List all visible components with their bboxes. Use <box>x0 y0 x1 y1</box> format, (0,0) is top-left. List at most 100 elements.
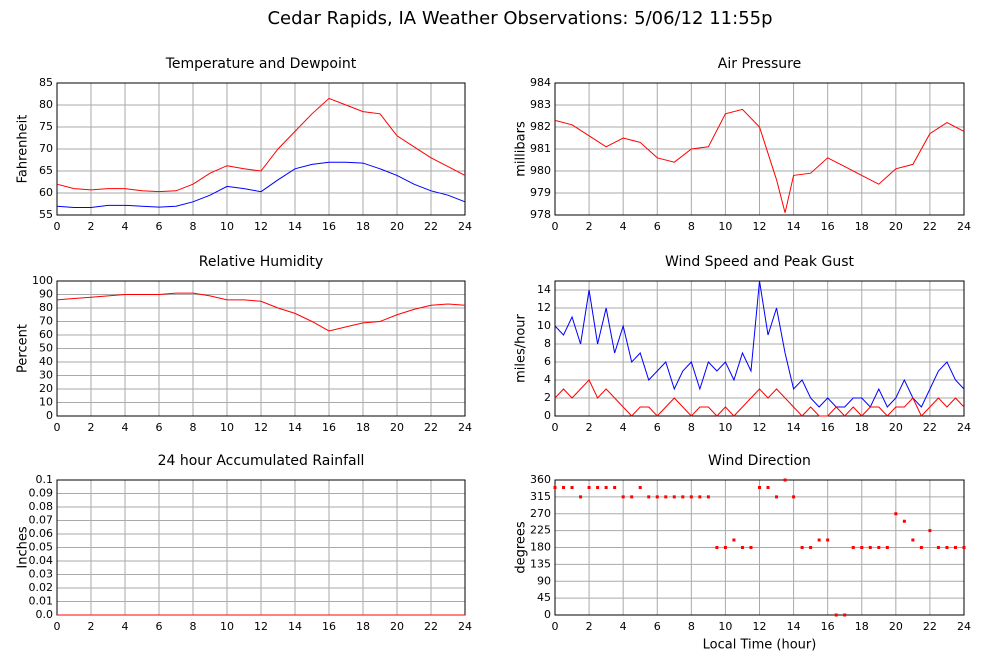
x-tick-label: 6 <box>156 220 163 233</box>
x-tick-label: 10 <box>220 421 234 434</box>
x-tick-label: 10 <box>718 620 732 633</box>
y-tick-label: 20 <box>39 382 53 395</box>
y-tick-label: 0.08 <box>29 500 54 513</box>
panel-title: Temperature and Dewpoint <box>165 56 357 72</box>
data-point <box>613 486 617 489</box>
data-point <box>758 486 761 489</box>
y-tick-label: 0.01 <box>29 595 54 608</box>
data-point <box>681 495 685 499</box>
x-tick-label: 6 <box>156 421 163 434</box>
data-line <box>554 379 965 417</box>
y-tick-label: 0.04 <box>29 554 54 567</box>
x-axis-label: Local Time (hour) <box>703 638 817 653</box>
data-line <box>56 161 466 209</box>
x-tick-label: 24 <box>458 220 472 233</box>
y-tick-label: 65 <box>39 164 53 177</box>
y-tick-label: 60 <box>39 186 53 199</box>
data-point <box>562 486 566 489</box>
y-tick-label: 981 <box>530 142 551 155</box>
x-tick-label: 18 <box>356 620 370 633</box>
x-tick-label: 18 <box>855 220 869 233</box>
plot-frame <box>56 82 466 216</box>
y-tick-label: 80 <box>39 98 53 111</box>
y-tick-label: 100 <box>32 274 53 287</box>
data-line <box>56 292 466 332</box>
data-point <box>749 546 753 549</box>
x-tick-label: 8 <box>190 421 197 434</box>
x-tick-label: 20 <box>390 620 404 633</box>
y-axis-label: Fahrenheit <box>16 115 31 184</box>
y-axis-label: Inches <box>16 526 31 568</box>
y-tick-label: 0.0 <box>36 608 54 621</box>
x-tick-label: 2 <box>586 421 593 434</box>
y-tick-label: 980 <box>530 164 551 177</box>
data-point <box>647 495 651 499</box>
x-tick-label: 20 <box>889 620 903 633</box>
x-tick-label: 18 <box>855 421 869 434</box>
x-tick-label: 2 <box>586 620 593 633</box>
x-tick-label: 12 <box>753 220 767 233</box>
data-point <box>621 495 625 499</box>
panel-title: Wind Speed and Peak Gust <box>665 254 854 270</box>
x-tick-label: 14 <box>787 620 801 633</box>
y-tick-label: 10 <box>537 319 551 332</box>
y-tick-label: 50 <box>39 342 53 355</box>
plot-frame <box>554 82 965 216</box>
data-point <box>885 546 889 549</box>
x-tick-label: 14 <box>787 421 801 434</box>
data-point <box>809 546 813 549</box>
x-tick-label: 22 <box>923 421 937 434</box>
data-point <box>596 486 600 489</box>
data-point <box>953 546 957 549</box>
data-line <box>56 97 466 193</box>
x-tick-label: 20 <box>390 220 404 233</box>
x-tick-label: 8 <box>688 421 695 434</box>
data-point <box>570 486 574 489</box>
x-tick-label: 22 <box>923 620 937 633</box>
x-tick-label: 6 <box>654 421 661 434</box>
data-point <box>740 546 744 549</box>
y-tick-label: 360 <box>530 473 551 486</box>
x-tick-label: 6 <box>654 620 661 633</box>
x-tick-label: 24 <box>957 421 971 434</box>
y-tick-label: 0.09 <box>29 487 54 500</box>
data-point <box>732 538 736 542</box>
x-tick-label: 4 <box>620 421 627 434</box>
x-tick-label: 12 <box>254 421 268 434</box>
x-tick-label: 0 <box>552 620 559 633</box>
x-tick-label: 8 <box>688 620 695 633</box>
y-tick-label: 90 <box>537 574 551 587</box>
x-tick-label: 20 <box>390 421 404 434</box>
data-point <box>698 495 702 499</box>
x-tick-label: 24 <box>458 421 472 434</box>
x-tick-label: 16 <box>322 220 336 233</box>
y-tick-label: 0 <box>544 409 551 422</box>
x-tick-label: 14 <box>288 421 302 434</box>
data-point <box>587 486 591 489</box>
x-tick-label: 4 <box>122 220 129 233</box>
data-point <box>553 486 557 489</box>
x-tick-label: 18 <box>356 220 370 233</box>
y-tick-label: 180 <box>530 541 551 554</box>
x-tick-label: 14 <box>288 220 302 233</box>
x-tick-label: 12 <box>753 421 767 434</box>
data-point <box>868 546 872 549</box>
x-tick-label: 0 <box>552 220 559 233</box>
y-tick-label: 983 <box>530 98 551 111</box>
data-line <box>554 280 965 408</box>
data-point <box>860 546 864 549</box>
x-tick-label: 24 <box>458 620 472 633</box>
y-tick-label: 6 <box>544 355 551 368</box>
y-tick-label: 75 <box>39 120 53 133</box>
x-tick-label: 10 <box>718 220 732 233</box>
y-axis-label: Percent <box>16 324 31 373</box>
y-tick-label: 55 <box>39 208 53 221</box>
x-tick-label: 0 <box>54 620 61 633</box>
y-tick-label: 14 <box>537 283 551 296</box>
data-point <box>911 538 915 542</box>
x-tick-label: 24 <box>957 620 971 633</box>
panel-title: 24 hour Accumulated Rainfall <box>158 453 365 469</box>
y-tick-label: 0.1 <box>36 473 54 486</box>
y-axis-label: degrees <box>514 521 529 574</box>
